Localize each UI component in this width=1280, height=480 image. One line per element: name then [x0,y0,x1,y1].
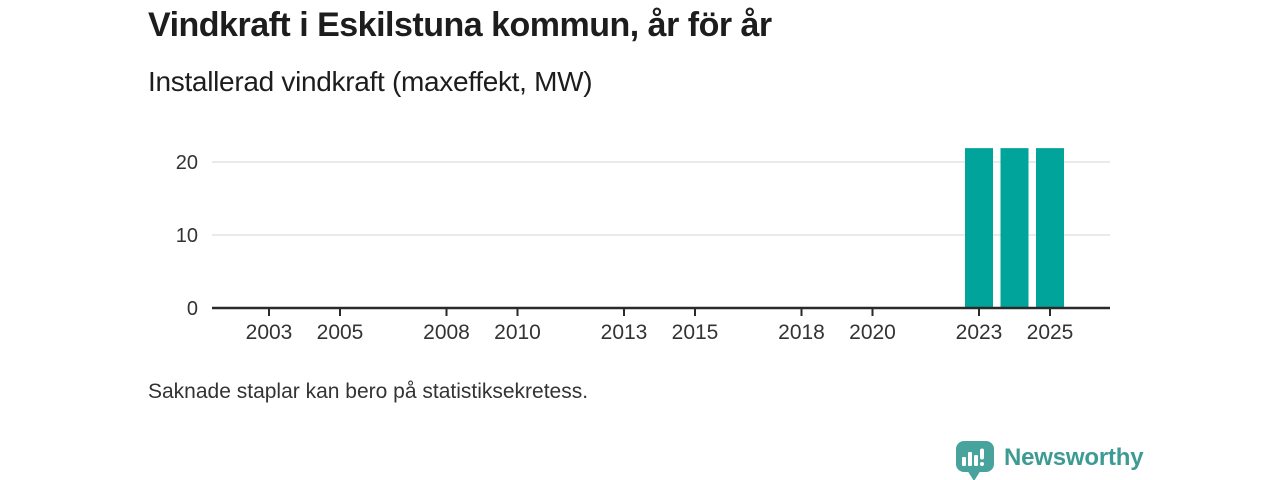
x-axis-label-2015: 2015 [672,321,719,344]
y-axis-label-20: 20 [176,152,198,174]
newsworthy-chart-bubble-icon [956,441,994,480]
x-axis-label-2010: 2010 [494,321,541,344]
y-axis-label-0: 0 [187,298,198,320]
footnote: Saknade staplar kan bero på statistiksek… [148,380,589,403]
bar-2023 [965,148,993,308]
chart-title: Vindkraft i Eskilstuna kommun, år för år [148,6,772,44]
x-axis-label-2020: 2020 [849,321,896,344]
x-axis-label-2003: 2003 [246,321,293,344]
x-axis-label-2005: 2005 [317,321,364,344]
x-axis-label-2018: 2018 [778,321,825,344]
y-axis-label-10: 10 [176,225,198,247]
x-axis-label-2023: 2023 [956,321,1003,344]
x-axis-label-2025: 2025 [1027,321,1074,344]
x-axis-label-2008: 2008 [423,321,470,344]
newsworthy-wordmark: Newsworthy [1004,444,1144,471]
newsworthy-logo: Newsworthy [955,440,1144,480]
x-axis-label-2013: 2013 [601,321,648,344]
bar-2025 [1036,148,1064,308]
bar-2024 [1000,148,1029,308]
chart-subtitle: Installerad vindkraft (maxeffekt, MW) [148,66,593,97]
